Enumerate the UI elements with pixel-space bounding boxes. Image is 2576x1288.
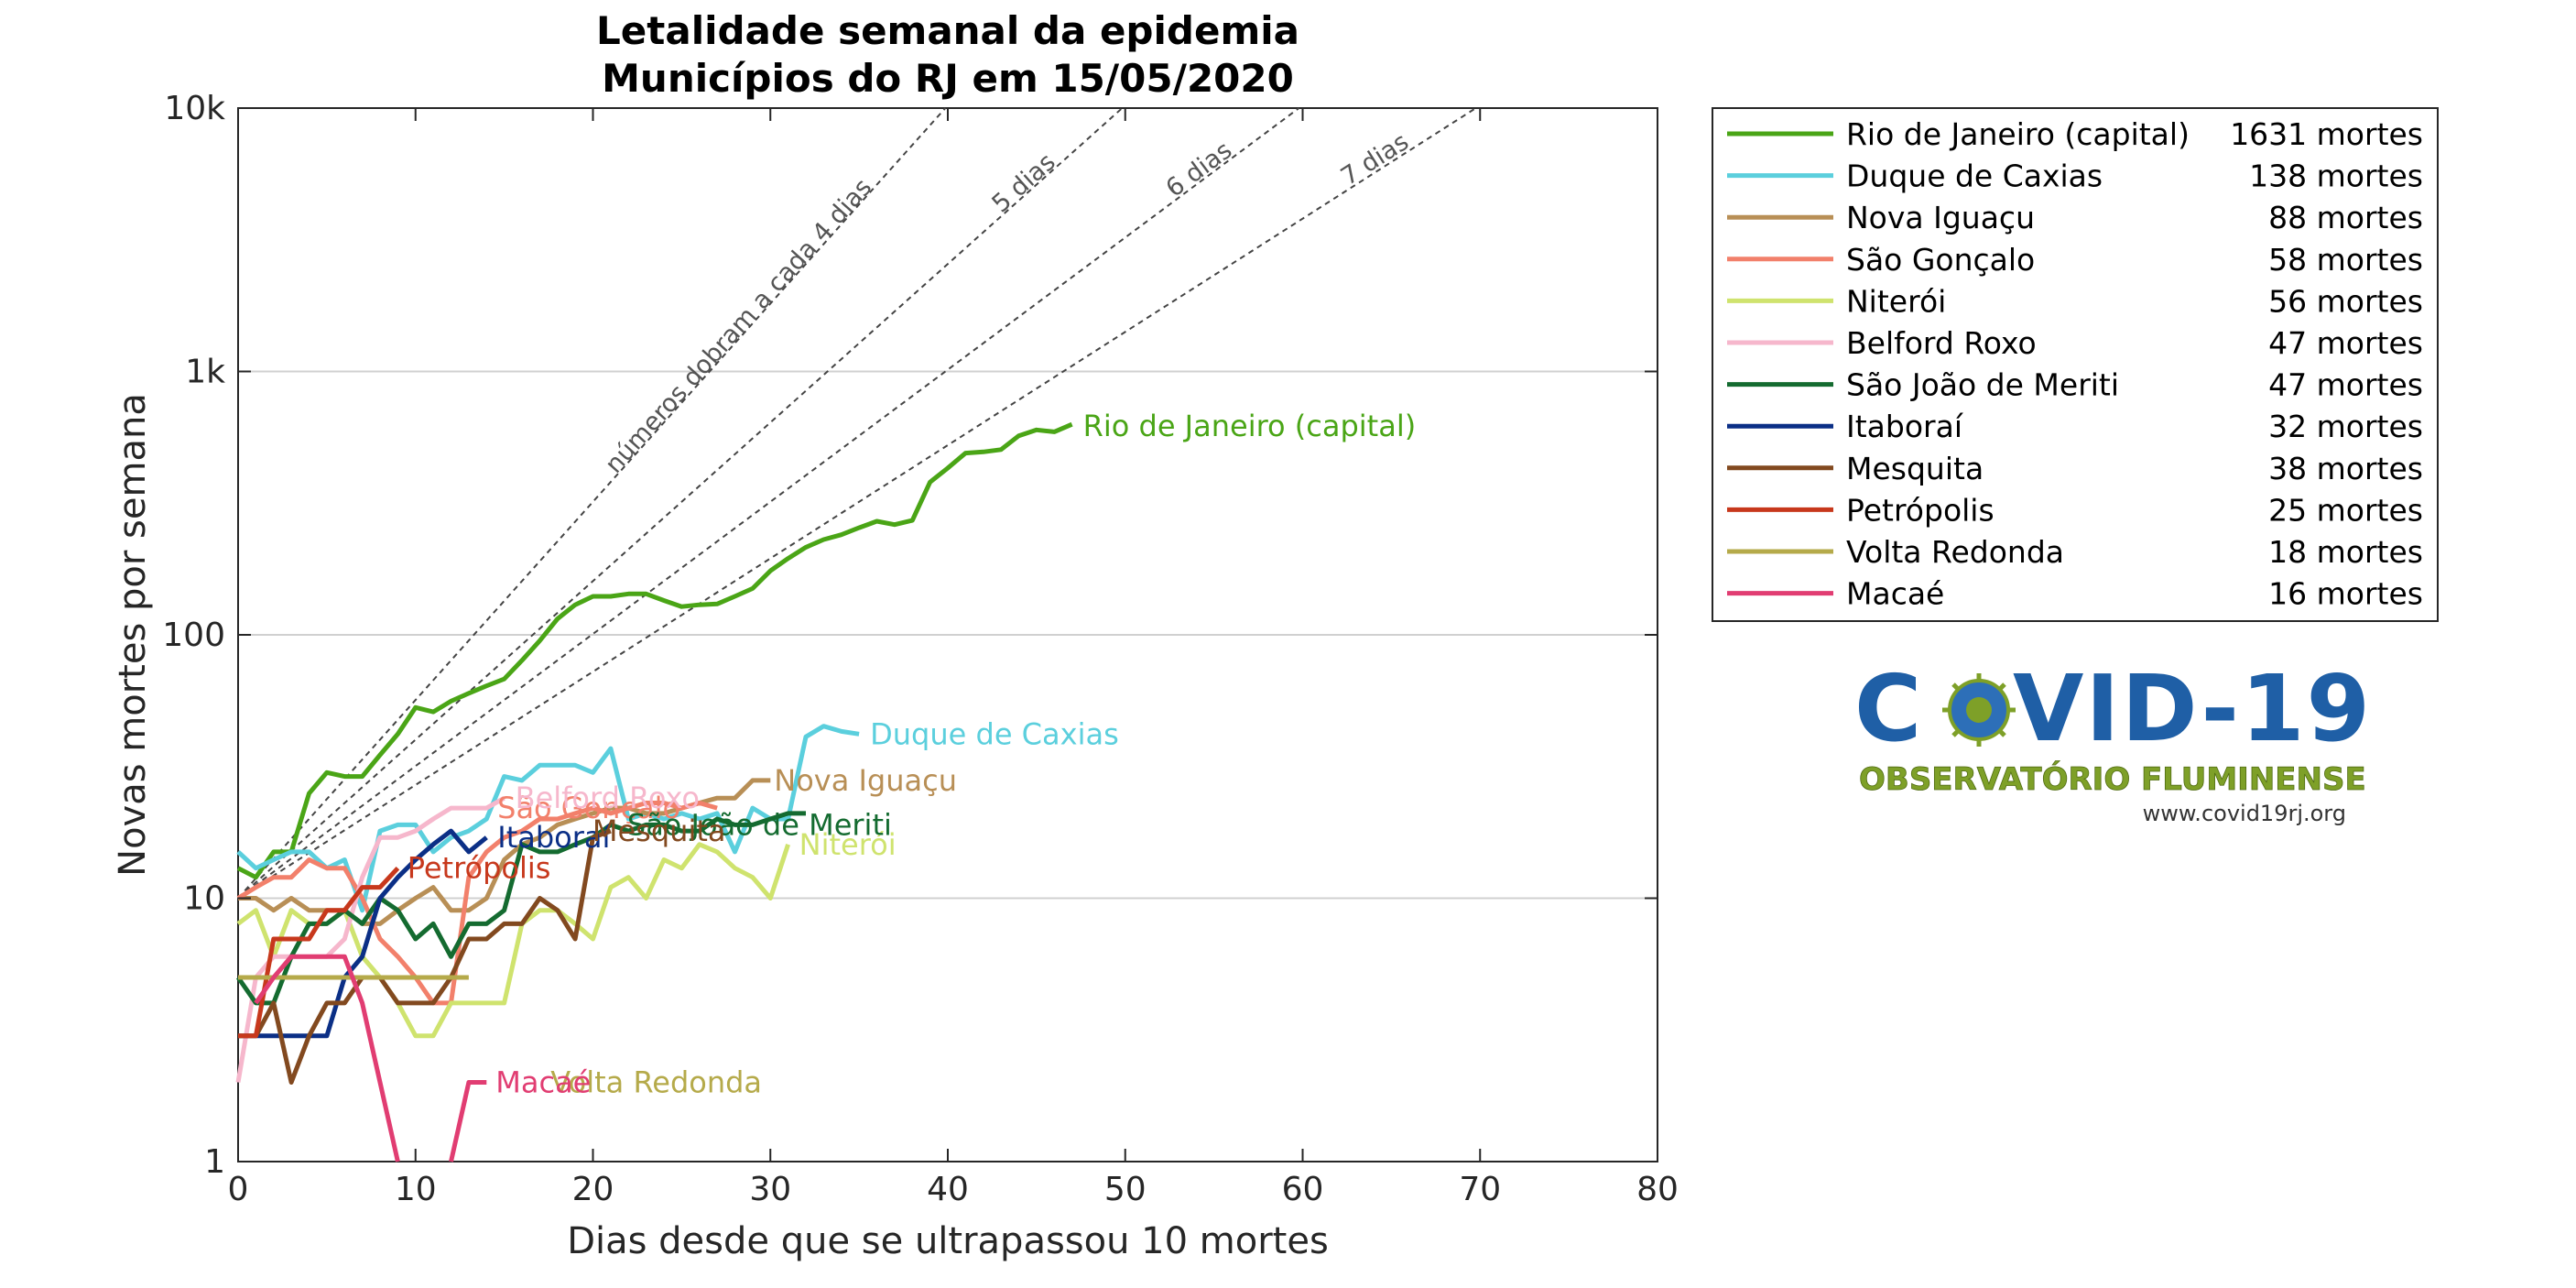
series-label: Nova Iguaçu xyxy=(774,763,957,798)
series-line-s-o-gon-alo xyxy=(236,801,718,1006)
legend-entry-deaths: 58 mortes xyxy=(2268,242,2423,278)
legend-box xyxy=(1712,107,2439,622)
logo-letter-c: C xyxy=(1854,655,1923,762)
legend-entry-deaths: 88 mortes xyxy=(2268,200,2423,235)
series-label: Belford Roxo xyxy=(516,780,700,815)
y-tick-label: 10 xyxy=(183,880,225,918)
legend-entry-name: Nova Iguaçu xyxy=(1846,200,2035,235)
series-line-maca- xyxy=(254,954,487,1162)
legend-entry-name: Duque de Caxias xyxy=(1846,158,2103,194)
x-tick-label: 10 xyxy=(395,1171,437,1208)
y-tick-label: 1 xyxy=(204,1143,225,1181)
chart-title-line-1: Letalidade semanal da epidemia xyxy=(596,8,1299,53)
series-line-rio-de-janeiro-capital- xyxy=(236,421,1073,880)
y-tick-label: 10k xyxy=(164,90,225,127)
chart-title-line-2: Municípios do RJ em 15/05/2020 xyxy=(602,56,1294,101)
logo-url: www.covid19rj.org xyxy=(2143,801,2346,826)
series-label: Rio de Janeiro (capital) xyxy=(1083,409,1417,443)
doubling-guide-line xyxy=(237,107,1300,900)
x-tick-label: 70 xyxy=(1459,1171,1501,1208)
x-tick-label: 40 xyxy=(927,1171,969,1208)
legend-entry-deaths: 18 mortes xyxy=(2268,534,2423,570)
x-tick-label: 30 xyxy=(749,1171,791,1208)
virus-icon xyxy=(1942,673,2016,747)
series-label: Duque de Caxias xyxy=(870,716,1119,751)
series-labels: Rio de Janeiro (capital) Duque de Caxias N… xyxy=(408,409,1417,1099)
legend-entry-deaths: 16 mortes xyxy=(2268,576,2423,612)
series-line-s-o-jo-o-de-meriti xyxy=(235,811,806,1006)
doubling-guide-line xyxy=(237,107,1124,900)
legend-entry-name: Belford Roxo xyxy=(1846,325,2037,361)
y-tick-label: 1k xyxy=(185,354,225,391)
series-label: Mesquita xyxy=(592,813,726,848)
series-label: Petrópolis xyxy=(408,851,551,886)
legend-entry-name: Mesquita xyxy=(1846,451,1984,486)
legend-entry-name: Rio de Janeiro (capital) xyxy=(1846,116,2190,152)
legend: Rio de Janeiro (capital) 1631 mortes Duque… xyxy=(1712,107,2439,622)
doubling-guide-line xyxy=(237,107,1477,900)
series-line-belford-roxo xyxy=(235,796,505,1083)
axes: 1 10 100 1k 10k 0 10 20 30 40 50 60 70 80 xyxy=(162,90,1679,1208)
x-tick-label: 50 xyxy=(1104,1171,1147,1208)
series-label: Itaboraí xyxy=(497,820,611,855)
legend-entry-name: Itaboraí xyxy=(1846,409,1964,444)
legend-entry-name: Volta Redonda xyxy=(1846,534,2064,570)
covid-19-logo: C VID-19 OBSERVATÓRIO FLUMINENSE www.cov… xyxy=(1854,655,2372,826)
legend-entry-deaths: 1631 mortes xyxy=(2230,116,2423,152)
chart-title: Letalidade semanal da epidemia Município… xyxy=(596,8,1299,101)
logo-subtitle: OBSERVATÓRIO FLUMINENSE xyxy=(1859,760,2366,798)
doubling-guide-line xyxy=(237,107,947,900)
legend-entry-deaths: 47 mortes xyxy=(2268,325,2423,361)
x-axis-label: Dias desde que se ultrapassou 10 mortes xyxy=(567,1220,1329,1262)
series-label: Volta Redonda xyxy=(550,1064,762,1099)
legend-entry-deaths: 32 mortes xyxy=(2268,409,2423,444)
series-label: São João de Meriti xyxy=(627,807,892,842)
legend-entry-deaths: 138 mortes xyxy=(2249,158,2423,194)
y-axis-label: Novas mortes por semana xyxy=(112,393,154,877)
logo-text: VID-19 xyxy=(2013,655,2372,762)
x-tick-label: 20 xyxy=(572,1171,614,1208)
x-tick-label: 80 xyxy=(1636,1171,1679,1208)
x-tick-label: 0 xyxy=(228,1171,249,1208)
series-label: São Gonçalo xyxy=(497,791,680,825)
legend-entry-name: São João de Meriti xyxy=(1846,367,2119,403)
x-tick-label: 60 xyxy=(1282,1171,1324,1208)
legend-entry-deaths: 47 mortes xyxy=(2268,367,2423,403)
legend-entry-name: Macaé xyxy=(1846,576,1944,612)
series-line-mesquita xyxy=(238,828,612,1085)
legend-entry-deaths: 25 mortes xyxy=(2268,492,2423,528)
series-label: Macaé xyxy=(495,1064,591,1099)
legend-entry-name: São Gonçalo xyxy=(1846,242,2035,278)
legend-entry-name: Niterói xyxy=(1846,283,1946,319)
legend-entry-deaths: 38 mortes xyxy=(2268,451,2423,486)
series-lines xyxy=(235,421,1073,1162)
series-line-duque-de-caxias xyxy=(236,724,860,913)
series-label: Niterói xyxy=(799,827,897,862)
legend-entry-name: Petrópolis xyxy=(1846,492,1994,528)
y-tick-label: 100 xyxy=(162,617,225,654)
legend-entry-deaths: 56 mortes xyxy=(2268,283,2423,319)
